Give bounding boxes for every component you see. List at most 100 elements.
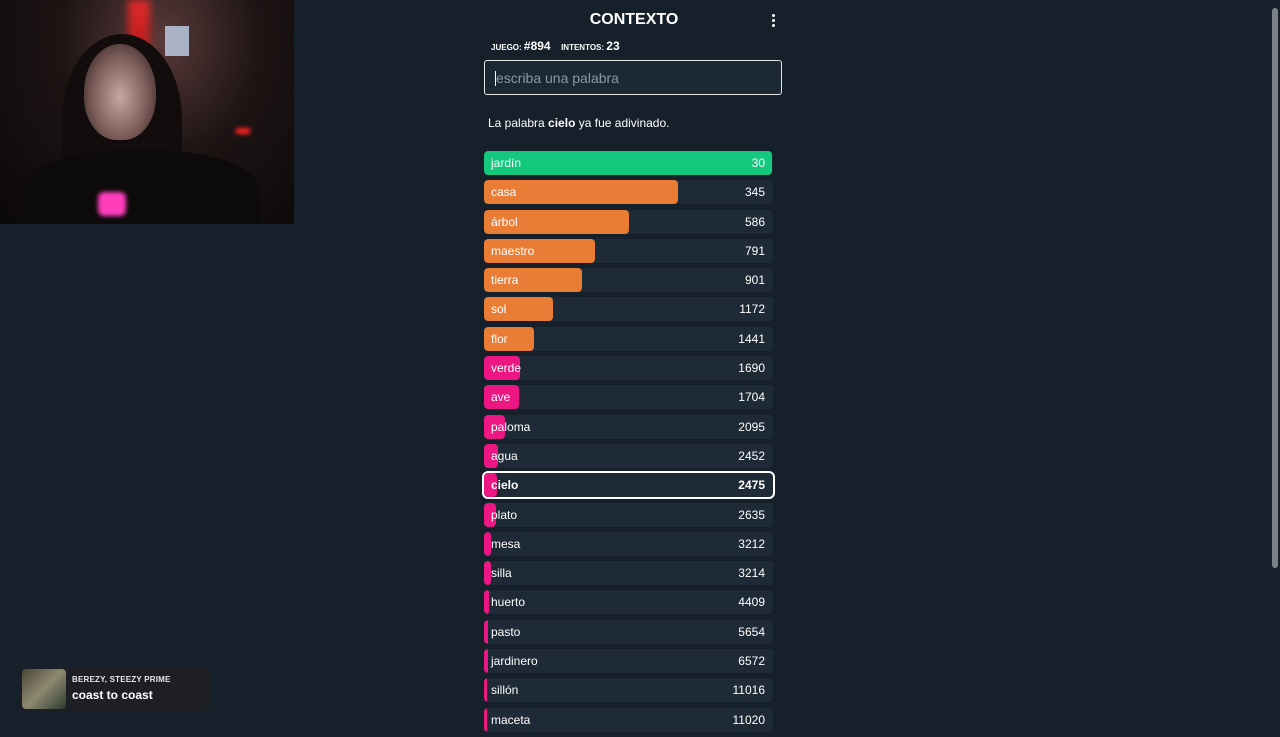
webcam-person-face (84, 44, 156, 140)
webcam-pink-glow (98, 192, 126, 216)
proximity-bar (484, 151, 773, 175)
guess-row: jardinero 6572 (484, 649, 773, 674)
guess-list: jardín 30 casa 345 árbol 586 maestro 791 tierra 9… (484, 151, 787, 737)
game-stats: JUEGO: #894 INTENTOS: 23 (491, 39, 620, 53)
guess-row: verde 1690 (484, 356, 773, 381)
guess-row: pasto 5654 (484, 619, 773, 644)
guess-rank: 345 (744, 185, 765, 200)
guess-rank: 586 (744, 214, 765, 229)
proximity-bar (484, 473, 498, 498)
game-label: JUEGO: (491, 43, 522, 52)
more-vertical-icon[interactable] (768, 13, 778, 29)
guess-rank: 3214 (738, 566, 765, 581)
webcam-overlay (0, 0, 294, 224)
guess-row: jardín 30 (484, 151, 773, 175)
guess-rank: 1690 (738, 361, 765, 376)
track-title: coast to coast (72, 688, 153, 702)
guess-rank: 5654 (738, 624, 765, 639)
proximity-bar (484, 561, 492, 586)
webcam-red-dot (236, 128, 250, 134)
guess-rank: 6572 (738, 654, 765, 669)
word-input[interactable] (484, 60, 782, 95)
guess-word: verde (491, 361, 522, 376)
proximity-bar (484, 326, 534, 351)
guess-row: agua 2452 (484, 443, 773, 468)
scrollbar[interactable] (1270, 0, 1280, 720)
page-title: CONTEXTO (589, 11, 679, 28)
guess-word: mesa (491, 536, 521, 551)
proximity-bar (484, 356, 521, 381)
guess-word: tierra (491, 273, 519, 288)
guess-word: sol (491, 302, 507, 317)
track-artist: BEREZY, STEEZY PRIME (72, 675, 171, 684)
guess-row: mesa 3212 (484, 531, 773, 556)
message-suffix: ya fue adivinado. (575, 116, 670, 130)
attempts-count: 23 (606, 39, 620, 53)
guess-row: cielo 2475 (484, 473, 773, 498)
guess-word: huerto (491, 595, 526, 610)
proximity-bar (484, 443, 498, 468)
proximity-bar (484, 209, 629, 234)
guess-word: ave (491, 390, 511, 405)
guess-rank: 2475 (738, 478, 765, 493)
guess-word: plato (491, 507, 518, 522)
guess-word: árbol (491, 214, 518, 229)
proximity-bar (484, 531, 492, 556)
proximity-bar (484, 268, 582, 293)
guess-message: La palabra cielo ya fue adivinado. (488, 116, 669, 130)
guess-rank: 2095 (738, 419, 765, 434)
guess-rank: 11016 (732, 683, 765, 698)
now-playing-overlay: BEREZY, STEEZY PRIME coast to coast (20, 667, 210, 711)
guess-word: silla (491, 566, 512, 581)
guess-rank: 1441 (738, 331, 765, 346)
guess-row: flor 1441 (484, 326, 773, 351)
guess-word: cielo (491, 478, 519, 493)
guess-rank: 2452 (738, 448, 765, 463)
guess-row: silla 3214 (484, 561, 773, 586)
scrollbar-thumb[interactable] (1272, 8, 1278, 568)
guess-word: pasto (491, 624, 521, 639)
guess-word: jardinero (491, 654, 538, 669)
guess-rank: 30 (751, 156, 765, 170)
proximity-bar (484, 619, 489, 644)
guess-row: casa 345 (484, 180, 773, 205)
webcam-background-screen (165, 26, 189, 56)
guess-rank: 2635 (738, 507, 765, 522)
guess-row: paloma 2095 (484, 414, 773, 439)
guess-rank: 4409 (738, 595, 765, 610)
guess-word: agua (491, 448, 518, 463)
proximity-bar (484, 238, 596, 263)
guess-row: sol 1172 (484, 297, 773, 322)
guess-word: casa (491, 185, 517, 200)
guess-rank: 1704 (738, 390, 765, 405)
guess-word: maestro (491, 243, 535, 258)
proximity-bar (484, 180, 678, 205)
game-number: #894 (523, 39, 551, 53)
proximity-bar (484, 590, 490, 615)
guess-row: ave 1704 (484, 385, 773, 410)
album-art (22, 669, 66, 709)
guess-rank: 1172 (739, 302, 765, 317)
message-word: cielo (548, 116, 576, 130)
proximity-bar (484, 385, 519, 410)
guess-rank: 901 (744, 273, 765, 288)
guess-row: tierra 901 (484, 268, 773, 293)
text-caret (495, 71, 496, 86)
guess-row: sillón 11016 (484, 678, 773, 703)
message-prefix: La palabra (488, 116, 549, 130)
guess-row: maestro 791 (484, 238, 773, 263)
guess-word: paloma (491, 419, 531, 434)
proximity-bar (484, 502, 496, 527)
guess-row: huerto 4409 (484, 590, 773, 615)
guess-rank: 3212 (738, 536, 765, 551)
guess-rank: 791 (744, 243, 765, 258)
proximity-bar (484, 297, 554, 322)
guess-word: flor (491, 331, 508, 346)
proximity-bar (484, 678, 487, 703)
guess-word: sillón (491, 683, 519, 698)
attempts-label: INTENTOS: (561, 43, 605, 52)
proximity-bar (484, 414, 506, 439)
proximity-bar (484, 649, 488, 674)
guess-row: plato 2635 (484, 502, 773, 527)
guess-word: jardín (491, 156, 522, 170)
